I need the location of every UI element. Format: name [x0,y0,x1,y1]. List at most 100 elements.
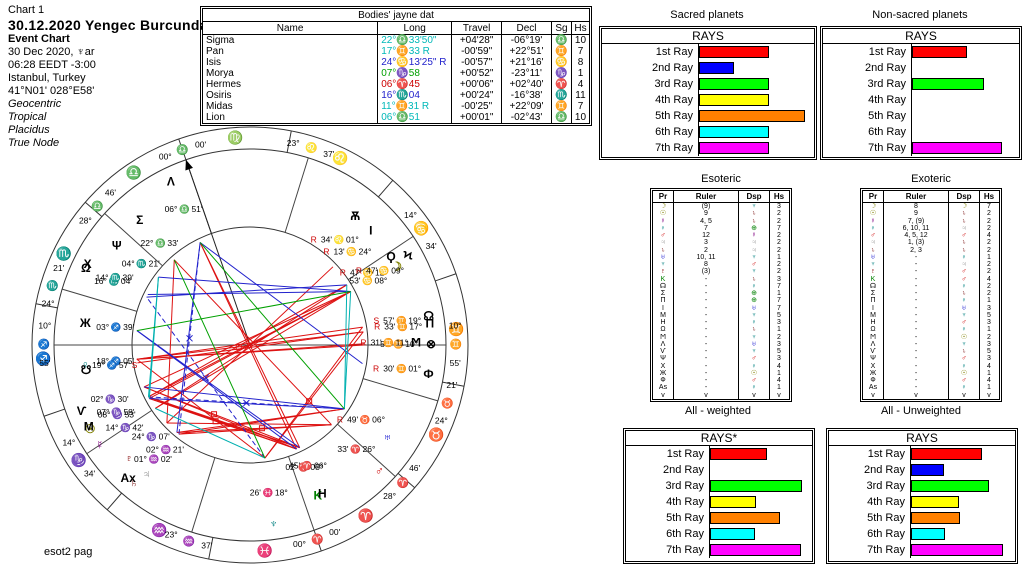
ray-row: 1st Ray [626,446,812,462]
planet-position-label: R 30' ♊ 01° [373,364,423,374]
rulers-header: Pr Ruler Dsp Hs [653,191,789,203]
sign-divider [106,492,123,511]
table-row: Sigma 22°♎33'50" +04'28" -06°19' ♎ 10 [201,34,590,46]
col-long: Long [377,21,453,35]
ray-bar [699,94,769,106]
planet-glyph: ☿ [95,438,104,452]
body-sign-cell: ♎ [550,112,572,124]
table-row: Lion 06°♎51 +00'01" -02°43' ♎ 10 [201,112,590,124]
scroll-more-indicator[interactable]: v [738,391,769,399]
body-long-cell: 17°♊33 R [377,46,452,57]
cusp-sign-glyph: ♐ [38,338,50,351]
planet-glyph: ♂ [660,232,666,239]
ray-bar-area [709,446,812,462]
rulers-row: ♅ - ♀ 1 [863,253,999,261]
sign-divider [435,273,457,282]
ruler-houses: 7, (9) [883,217,948,225]
bodies-table-header: Name Long Travel Decl Sg Hs [201,21,591,35]
dispositor-glyph: ♄ [738,217,769,225]
caption-esoteric: Esoteric [701,173,741,185]
ray-bar-area [911,76,1019,92]
house-number: 7 [979,203,998,211]
dispositor-glyph: ♆ [948,311,979,319]
scroll-more-indicator[interactable]: v [883,391,948,399]
aspect-line [154,291,351,409]
cusp-minute-label: 46' [409,463,420,473]
cusp-minute-label: 46' [105,188,116,198]
planet-glyph: Ѵ [77,404,87,418]
rulers-row: ♀ 7 ⊕ 7 [653,224,789,232]
ray-bar [912,46,967,58]
col-travel: Travel [451,21,503,35]
rulers-row: K - ♄ 3 [653,275,789,283]
page-footer: esot2 pag [44,546,93,558]
ray-label: 4th Ray [666,496,704,508]
cusp-degree-label: 00° [293,539,306,549]
body-name-cell: Sigma [201,34,378,46]
planet-position-label: 01° ♒ 02' [134,454,174,464]
ruler-houses: - [673,297,738,305]
cusp-degree-label: 23° [165,530,178,540]
planet-glyph: Λ [660,340,666,348]
ray-row: 2nd Ray [602,60,814,76]
dispositor-glyph: ♀ [738,384,769,392]
planet-glyph: Ι [662,304,664,312]
cusp-sign-glyph: ♌ [305,141,317,154]
dispositor-glyph: ☉ [948,369,979,377]
cusp-sign-glyph: ♏ [46,279,58,292]
ray-label: 1st Ray [868,46,906,58]
ray-label: 5th Ray [655,110,693,122]
scroll-more-indicator[interactable]: v [948,391,979,399]
table-row: Morya 07°♑58 +00'52" -23°11' ♑ 1 [201,68,590,79]
body-long-cell: 07°♑58 [377,68,452,79]
square-aspect-marker [306,398,313,405]
body-name-cell: Lion [201,112,378,124]
body-travel-cell: -00'59" [451,46,502,57]
ray-row: 4th Ray [602,92,814,108]
ray-row: 2nd Ray [626,462,812,478]
ruler-houses: - [883,340,948,348]
ray-bar [912,142,1002,154]
house-cusp-line [337,423,396,477]
rulers-row: As - ♀ 1 [863,384,999,392]
planet-glyph: Ж [659,369,667,377]
table-row: Midas 11°♊31 R -00'25" +22°09' ♊ 7 [201,101,590,112]
body-travel-cell: +00'52" [451,68,502,79]
aspect-line [143,386,297,450]
body-long-cell: 06°♎51 [377,112,452,124]
house-number: 2 [979,224,998,232]
ruler-houses: - [673,311,738,319]
scroll-more-indicator[interactable]: v [661,391,665,399]
house-cusp-line [191,457,216,533]
ray-bar-area [911,124,1019,140]
rulers-col-Hs: Hs [979,191,998,202]
scroll-more-indicator[interactable]: v [673,391,738,399]
body-name-cell: Hermes [201,79,378,90]
ray-bar-area [709,494,812,510]
scroll-more-indicator[interactable]: v [871,391,875,399]
ray-bar-area [698,44,814,60]
planet-glyph: ♅ [383,430,392,444]
ray-label: 4th Ray [867,496,905,508]
ray-bar-area [709,478,812,494]
cusp-sign-glyph: ♋ [415,223,427,236]
dispositor-glyph: ♂ [948,268,979,276]
cusp-sign-glyph: ♑ [72,452,84,465]
scroll-more-indicator[interactable]: v [979,391,998,399]
dispositor-glyph: ♂ [738,355,769,363]
ruler-houses: - [883,333,948,341]
dispositor-glyph: ♀ [738,319,769,327]
ray-label: 2nd Ray [663,464,704,476]
planet-glyph: ☉ [869,210,877,218]
body-sign-cell: ♊ [550,101,572,112]
scroll-more-indicator[interactable]: v [769,391,788,399]
house-number: 3 [769,319,788,327]
body-decl-cell: -16°38' [501,90,552,101]
ruler-houses: 12 [673,232,738,240]
sign-divider [397,472,416,489]
caption-non-sacred-planets: Non-sacred planets [872,9,968,21]
chart-info: Chart 1 30.12.2020 Yengec Burcunda Do Ev… [8,4,231,150]
ruler-houses: 8 [883,203,948,211]
